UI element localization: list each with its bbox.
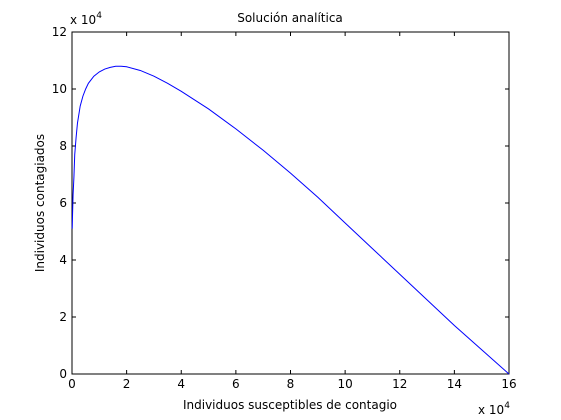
x-multiplier-exponent: 4 — [504, 401, 510, 411]
x-tick-label: 8 — [287, 377, 295, 391]
y-multiplier-base: x 10 — [70, 13, 96, 27]
y-tick-label: 8 — [59, 139, 67, 153]
y-tick-label: 6 — [59, 196, 67, 210]
x-tick-label: 16 — [501, 377, 516, 391]
series-layer — [71, 65, 510, 375]
y-multiplier-exponent: 4 — [96, 11, 102, 21]
y-axis-label: Individuos contagiados — [33, 134, 47, 272]
x-tick-label: 14 — [447, 377, 462, 391]
y-tick-label: 10 — [52, 82, 67, 96]
x-axis-ticks: 0 2 4 6 8 10 12 14 16 — [68, 32, 517, 391]
x-axis-label: Individuos susceptibles de contagio — [183, 398, 397, 412]
y-multiplier: x 104 — [70, 11, 102, 27]
x-tick-label: 6 — [232, 377, 240, 391]
y-tick-label: 0 — [59, 367, 67, 381]
plot-area — [71, 31, 510, 375]
x-multiplier: x 104 — [478, 401, 510, 417]
series-line — [71, 65, 510, 375]
x-tick-label: 12 — [392, 377, 407, 391]
y-axis-ticks: 0 2 4 6 8 10 12 — [52, 25, 509, 381]
chart-title: Solución analítica — [237, 11, 343, 25]
x-tick-label: 2 — [123, 377, 131, 391]
x-tick-label: 0 — [68, 377, 76, 391]
y-tick-label: 4 — [59, 253, 67, 267]
x-multiplier-base: x 10 — [478, 403, 504, 417]
y-tick-label: 12 — [52, 25, 67, 39]
y-tick-label: 2 — [59, 310, 67, 324]
x-tick-label: 10 — [337, 377, 352, 391]
x-tick-label: 4 — [177, 377, 185, 391]
